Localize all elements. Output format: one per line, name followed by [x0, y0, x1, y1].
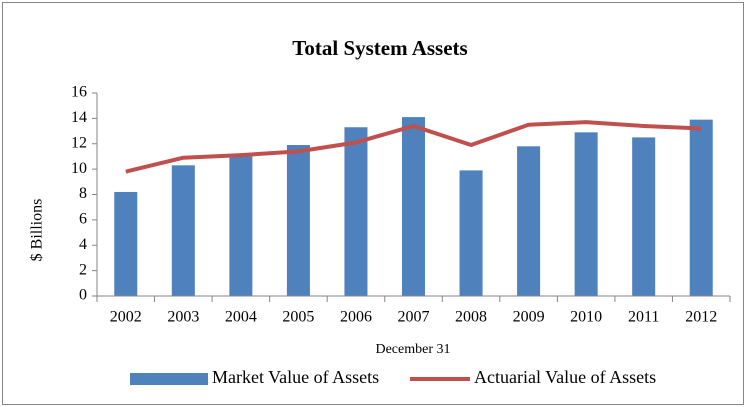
- bar: [401, 117, 426, 296]
- x-tick-label: 2007: [398, 309, 430, 326]
- x-tick-label: 2006: [340, 309, 372, 326]
- y-tick-label: 6: [79, 211, 87, 228]
- y-tick-label: 16: [71, 84, 87, 101]
- legend-swatch: [130, 373, 208, 385]
- legend-label: Actuarial Value of Assets: [474, 367, 656, 387]
- x-tick-label: 2012: [685, 309, 717, 326]
- y-tick-label: 4: [79, 236, 87, 253]
- x-tick-label: 2010: [570, 309, 602, 326]
- y-tick-label: 2: [79, 261, 87, 278]
- bar: [689, 119, 713, 296]
- x-axis-label: December 31: [375, 342, 450, 357]
- bar: [286, 145, 310, 296]
- line: [125, 120, 702, 174]
- y-axis-label: $ Billions: [29, 199, 46, 262]
- y-tick-label: 10: [71, 160, 87, 177]
- x-tick-label: 2009: [513, 309, 545, 326]
- bar: [459, 170, 483, 296]
- y-tick-label: 8: [79, 185, 87, 202]
- x-tick-label: 2002: [110, 309, 142, 326]
- chart-title: Total System Assets: [292, 36, 467, 60]
- y-tick-label: 0: [79, 287, 87, 304]
- x-tick-label: 2011: [628, 309, 659, 326]
- bar: [114, 191, 138, 296]
- legend-label: Market Value of Assets: [212, 367, 379, 387]
- bar: [517, 146, 541, 296]
- bar: [632, 137, 656, 296]
- x-tick-label: 2008: [455, 309, 487, 326]
- bar: [574, 132, 598, 296]
- bar: [171, 165, 195, 296]
- x-tick-label: 2003: [167, 309, 199, 326]
- y-tick-label: 12: [71, 134, 87, 151]
- x-tick-label: 2005: [282, 309, 314, 326]
- bar: [229, 156, 253, 296]
- y-tick-label: 14: [71, 109, 87, 126]
- bar: [344, 127, 368, 296]
- x-tick-label: 2004: [225, 309, 257, 326]
